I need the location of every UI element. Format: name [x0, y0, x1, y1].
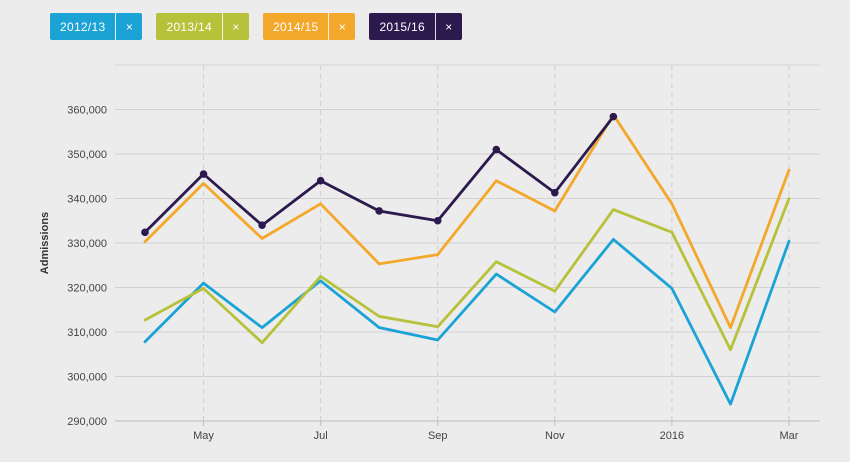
x-tick-label: May	[193, 430, 214, 442]
legend-chip-label: 2012/13	[60, 19, 106, 34]
close-icon[interactable]: ×	[221, 13, 249, 40]
data-point-2015-16	[433, 216, 442, 225]
legend-chip-2012-13[interactable]: 2012/13 ×	[50, 13, 143, 40]
data-point-2015-16	[609, 112, 618, 121]
x-tick-label: Jul	[314, 430, 328, 442]
axes	[115, 64, 820, 422]
x-tick-label: Nov	[545, 430, 565, 442]
y-tick-label: 320,000	[67, 283, 107, 295]
close-icon[interactable]: ×	[328, 13, 355, 40]
y-tick-label: 300,000	[67, 372, 107, 384]
x-axis-ticks: May Jul Sep Nov 2016 Mar	[193, 430, 799, 442]
series-line-2015-16	[143, 115, 615, 234]
close-icon[interactable]: ×	[434, 13, 462, 40]
series-line-2013-14	[143, 197, 791, 352]
y-tick-label: 290,000	[67, 416, 107, 428]
y-tick-label: 340,000	[67, 194, 107, 206]
data-point-2015-16	[492, 145, 501, 154]
series-line-2014-15	[143, 113, 791, 330]
legend-chip-label: 2014/15	[272, 19, 319, 34]
data-point-2015-16	[551, 188, 559, 197]
legend: 2012/13 × 2013/14 × 2014/15 × 2015/16 ×	[50, 13, 462, 40]
data-point-2015-16	[258, 221, 266, 229]
data-point-2015-16	[141, 228, 149, 237]
y-axis-label: Admissions	[39, 212, 51, 274]
legend-chip-label: 2013/14	[166, 19, 212, 34]
y-axis-ticks: 290,000 300,000 310,000 320,000 330,000 340,0…	[67, 105, 107, 429]
x-tick-label: Sep	[428, 430, 448, 442]
data-point-2015-16	[316, 176, 325, 185]
legend-chip-2015-16[interactable]: 2015/16 ×	[369, 13, 462, 40]
legend-chip-label: 2015/16	[379, 19, 425, 34]
legend-chip-2014-15[interactable]: 2014/15 ×	[262, 13, 356, 40]
x-gridlines	[203, 65, 790, 426]
x-tick-label: 2016	[660, 430, 684, 442]
close-icon[interactable]: ×	[115, 13, 142, 40]
data-point-2015-16	[375, 207, 383, 215]
y-tick-label: 310,000	[67, 327, 107, 339]
y-tick-label: 330,000	[67, 238, 107, 250]
series-points	[141, 112, 618, 237]
data-point-2015-16	[199, 170, 208, 178]
y-tick-label: 350,000	[67, 149, 107, 161]
series-line-2012-13	[143, 237, 791, 406]
x-tick-label: Mar	[780, 430, 799, 442]
legend-chip-2013-14[interactable]: 2013/14 ×	[156, 13, 249, 40]
y-tick-label: 360,000	[67, 105, 107, 117]
series-lines	[143, 113, 791, 406]
